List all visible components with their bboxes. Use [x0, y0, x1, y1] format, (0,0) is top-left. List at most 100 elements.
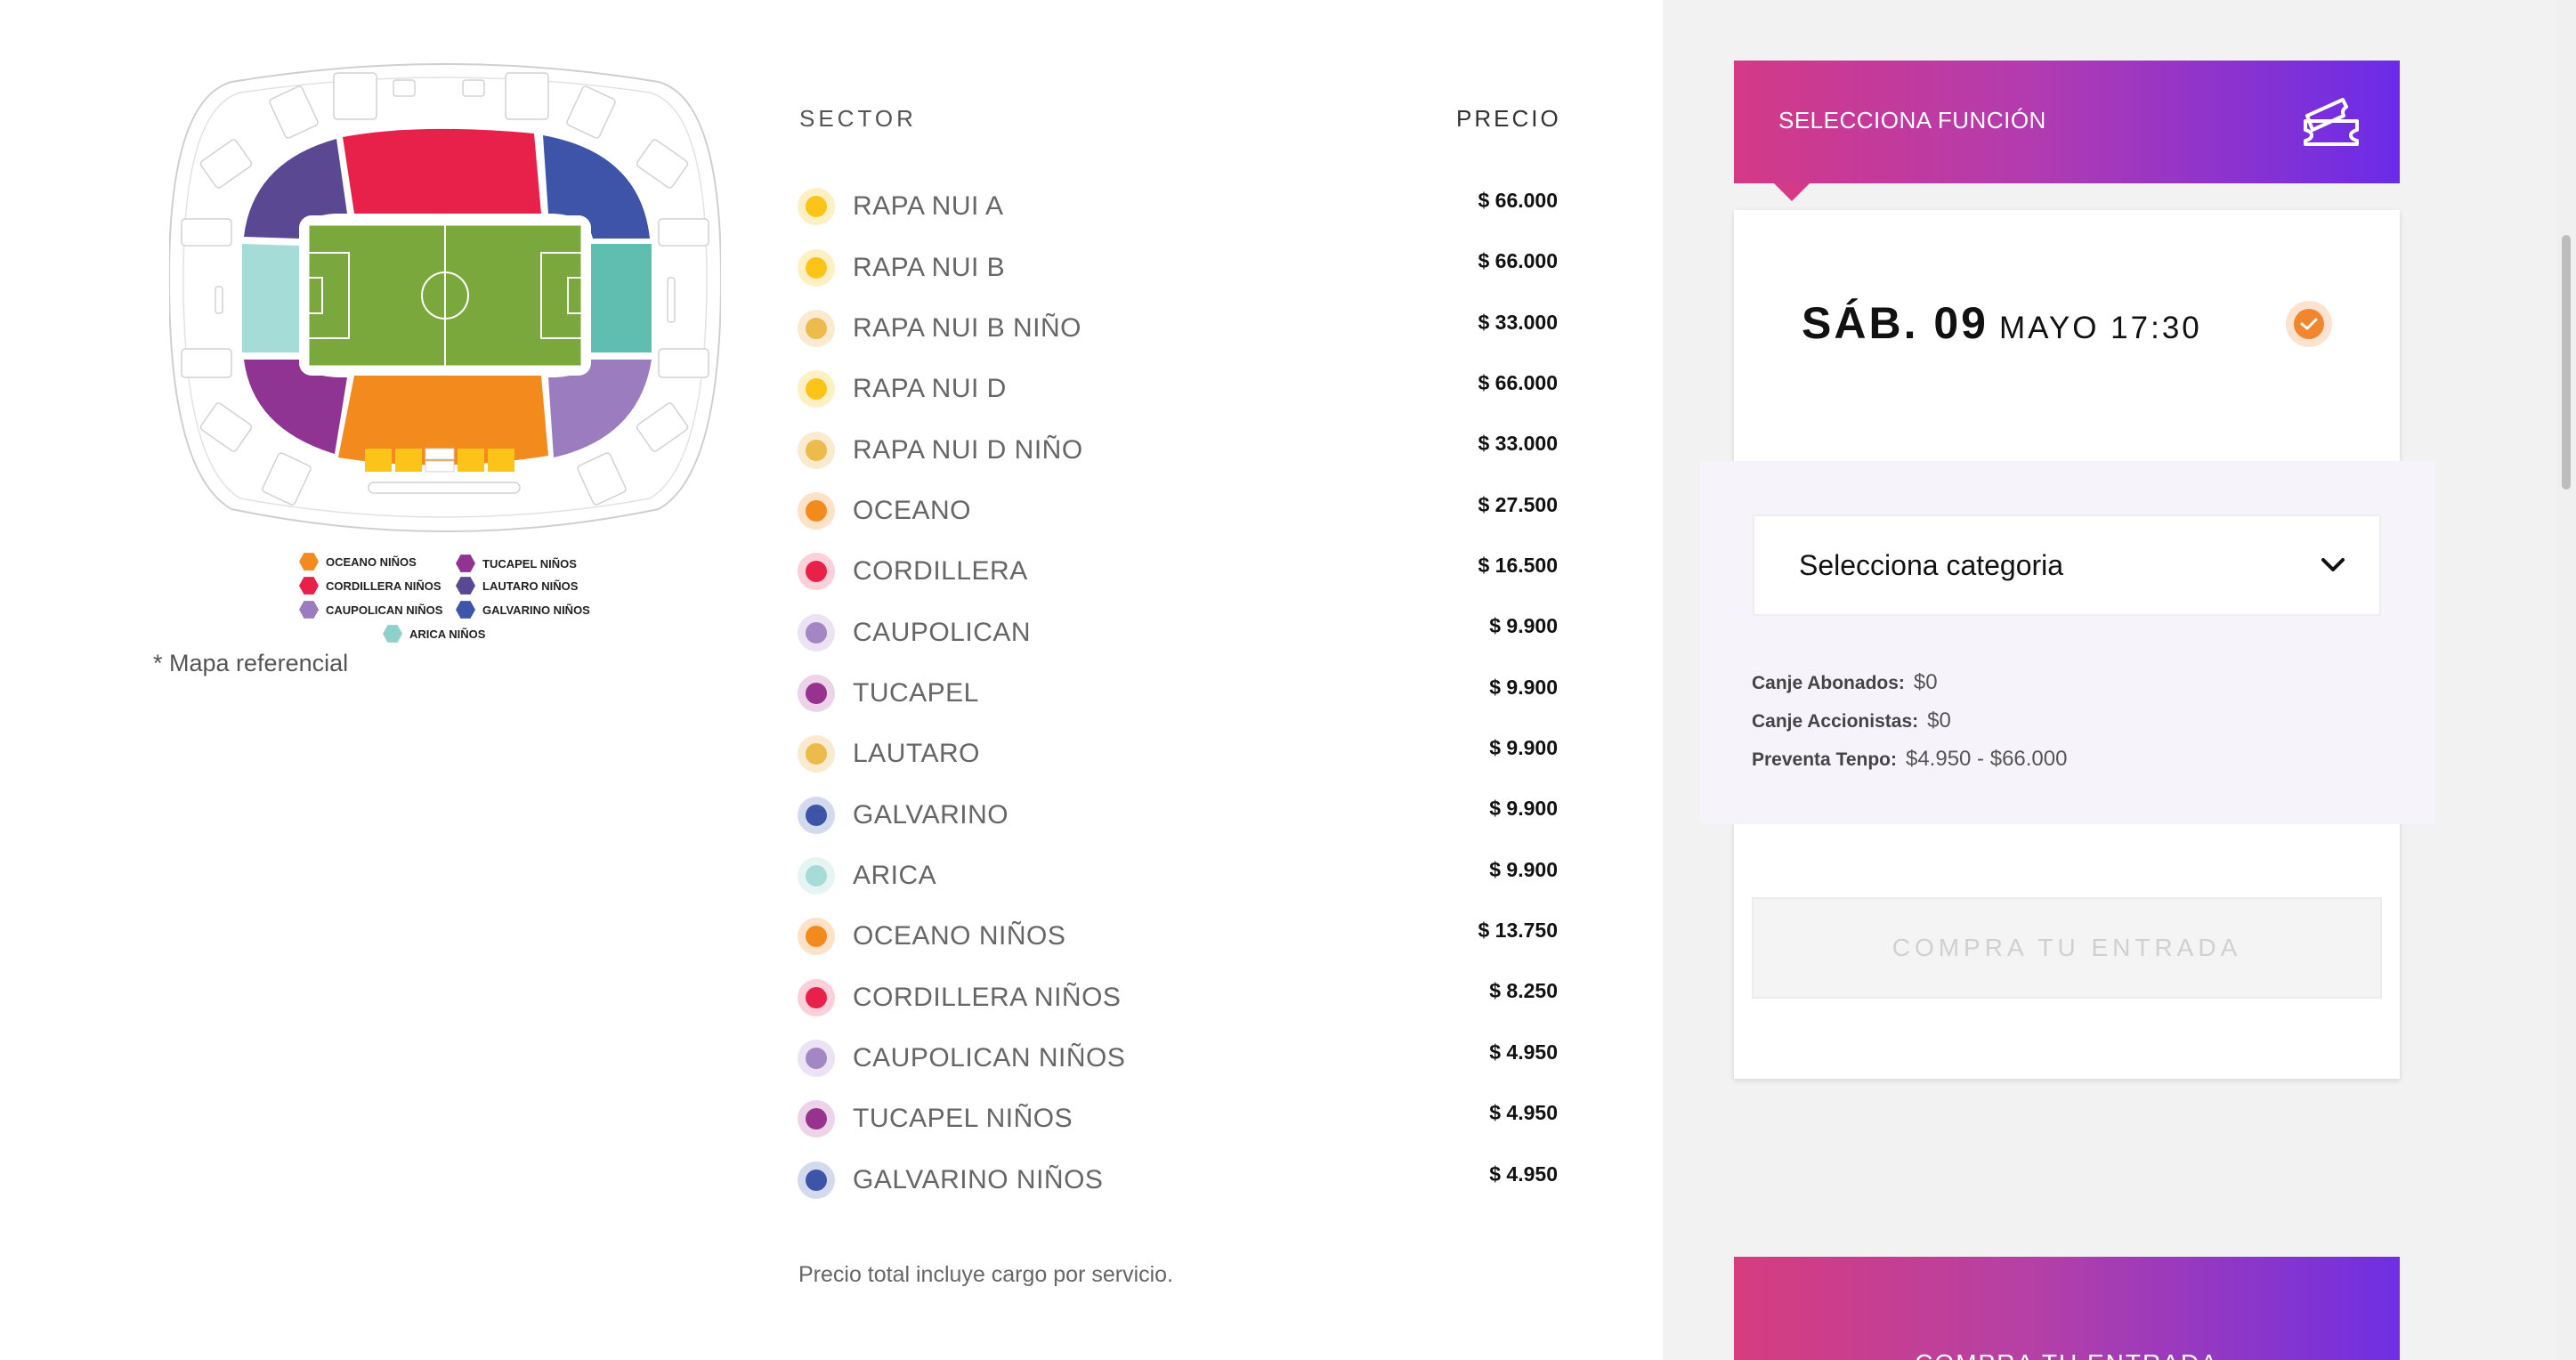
sector-price: $ 27.500 — [1478, 492, 1558, 516]
price-list: RAPA NUI A $ 66.000 RAPA NUI B $ 66.000 RAPA… — [798, 176, 1558, 1210]
sector-name: TUCAPEL NIÑOS — [853, 1104, 1073, 1134]
legend-item: TUCAPEL NIÑOS — [456, 554, 577, 573]
legend-label: ARICA NIÑOS — [409, 627, 486, 641]
sector-color-dot — [798, 613, 835, 652]
sector-color-dot — [798, 309, 835, 347]
category-info: Canje Abonados: $0 Canje Accionistas: $0 P… — [1752, 664, 2067, 779]
sector-price: $ 4.950 — [1489, 1040, 1558, 1064]
dot-icon — [806, 317, 827, 339]
price-row: LAUTARO $ 9.900 — [798, 724, 1558, 784]
legend-item: CAUPOLICAN NIÑOS — [299, 600, 442, 619]
hex-icon — [383, 625, 402, 643]
info-value: $4.950 - $66.000 — [1905, 747, 2068, 771]
promo-text: COMPRA TU ENTRADA — [1734, 1349, 2400, 1360]
sector-price: $ 4.950 — [1489, 1101, 1558, 1125]
stadium-map-svg — [169, 63, 721, 532]
price-row: CAUPOLICAN $ 9.900 — [798, 602, 1558, 662]
sector-color-dot — [798, 918, 835, 956]
scrollbar[interactable] — [2556, 0, 2576, 1360]
scrollbar-thumb[interactable] — [2562, 235, 2571, 490]
sector-color-dot — [798, 491, 835, 530]
map-note: * Mapa referencial — [153, 650, 349, 676]
legend-item: OCEANO NIÑOS — [299, 552, 417, 571]
sector-price: $ 66.000 — [1478, 189, 1558, 212]
legend-label: GALVARINO NIÑOS — [482, 603, 590, 617]
hex-icon — [456, 601, 475, 619]
price-header: PRECIO — [1456, 105, 1561, 132]
price-row: CORDILLERA NIÑOS $ 8.250 — [798, 967, 1558, 1027]
dot-icon — [806, 864, 827, 886]
sector-color-dot — [798, 735, 835, 773]
sector-price: $ 33.000 — [1478, 432, 1558, 456]
legend-label: LAUTARO NIÑOS — [482, 579, 579, 593]
sector-color-dot — [798, 370, 835, 409]
sector-price: $ 9.900 — [1489, 857, 1558, 881]
selected-check[interactable] — [2286, 301, 2332, 347]
sector-header: SECTOR — [799, 105, 917, 132]
price-row: CAUPOLICAN NIÑOS $ 4.950 — [798, 1028, 1558, 1089]
price-row: RAPA NUI B $ 66.000 — [798, 237, 1558, 297]
info-value: $0 — [1927, 708, 1951, 733]
sector-price: $ 4.950 — [1489, 1162, 1558, 1186]
sector-price: $ 33.000 — [1478, 310, 1558, 334]
legend-item: CORDILLERA NIÑOS — [299, 576, 441, 595]
dot-icon — [806, 682, 827, 704]
sector-price: $ 66.000 — [1478, 371, 1558, 395]
dot-icon — [806, 1047, 827, 1069]
sector-name: CAUPOLICAN — [853, 617, 1032, 647]
info-row: Preventa Tenpo: $4.950 - $66.000 — [1752, 741, 2067, 779]
sector-name: OCEANO — [853, 495, 972, 525]
price-row: TUCAPEL NIÑOS $ 4.950 — [798, 1089, 1558, 1149]
category-select[interactable]: Selecciona categoria — [1753, 514, 2381, 616]
function-date[interactable]: SÁB. 09 MAYO 17:30 — [1802, 297, 2202, 349]
function-time: MAYO 17:30 — [1998, 311, 2202, 345]
price-row: RAPA NUI D NIÑO $ 33.000 — [798, 419, 1558, 480]
sector-color-dot — [798, 796, 835, 834]
sector-color-dot — [798, 674, 835, 712]
sector-color-dot — [798, 188, 835, 226]
sector-name: CORDILLERA — [853, 556, 1028, 587]
sector-name: LAUTARO — [853, 739, 980, 769]
sector-color-dot — [798, 1100, 835, 1138]
dot-icon — [806, 986, 827, 1008]
legend-label: OCEANO NIÑOS — [326, 555, 417, 569]
function-header: SELECCIONA FUNCIÓN — [1734, 61, 2400, 201]
sector-name: ARICA — [853, 860, 937, 890]
info-label: Canje Accionistas: — [1752, 711, 1919, 732]
sector-name: RAPA NUI A — [853, 191, 1004, 222]
sector-price: $ 9.900 — [1489, 736, 1558, 760]
price-row: TUCAPEL $ 9.900 — [798, 663, 1558, 724]
legend-item: LAUTARO NIÑOS — [456, 576, 578, 595]
dot-icon — [806, 926, 827, 948]
price-row: OCEANO NIÑOS $ 13.750 — [798, 906, 1558, 967]
sector-color-dot — [798, 1161, 835, 1199]
check-icon — [2294, 309, 2324, 339]
sector-color-dot — [798, 553, 835, 591]
legend-label: TUCAPEL NIÑOS — [482, 556, 577, 571]
info-label: Canje Abonados: — [1752, 673, 1905, 693]
map-legend: OCEANO NIÑOS CORDILLERA NIÑOS CAUPOLICAN… — [294, 552, 614, 650]
sector-color-dot — [798, 431, 835, 469]
function-header-title: SELECCIONA FUNCIÓN — [1778, 107, 2046, 134]
chevron-down-icon — [2321, 558, 2345, 571]
legend-item: ARICA NIÑOS — [383, 624, 485, 644]
sector-color-dot — [798, 248, 835, 287]
sector-name: GALVARINO — [853, 799, 1009, 830]
buy-ticket-button[interactable]: COMPRA TU ENTRADA — [1752, 897, 2382, 999]
legend-label: CAUPOLICAN NIÑOS — [326, 603, 443, 617]
sector-price: $ 8.250 — [1489, 979, 1558, 1003]
dot-icon — [806, 378, 827, 401]
legend-label: CORDILLERA NIÑOS — [326, 579, 441, 593]
dot-icon — [806, 621, 827, 644]
hex-icon — [456, 577, 475, 595]
price-row: RAPA NUI A $ 66.000 — [798, 176, 1558, 237]
promo-banner[interactable]: COMPRA TU ENTRADA — [1734, 1257, 2400, 1360]
hex-icon — [299, 601, 319, 619]
sector-price: $ 9.900 — [1489, 797, 1558, 821]
dot-icon — [806, 1169, 827, 1191]
hex-icon — [299, 553, 319, 571]
sector-color-dot — [798, 978, 835, 1016]
info-label: Preventa Tenpo: — [1752, 749, 1897, 770]
ticket-icon — [2304, 98, 2359, 146]
info-row: Canje Abonados: $0 — [1752, 664, 2067, 702]
